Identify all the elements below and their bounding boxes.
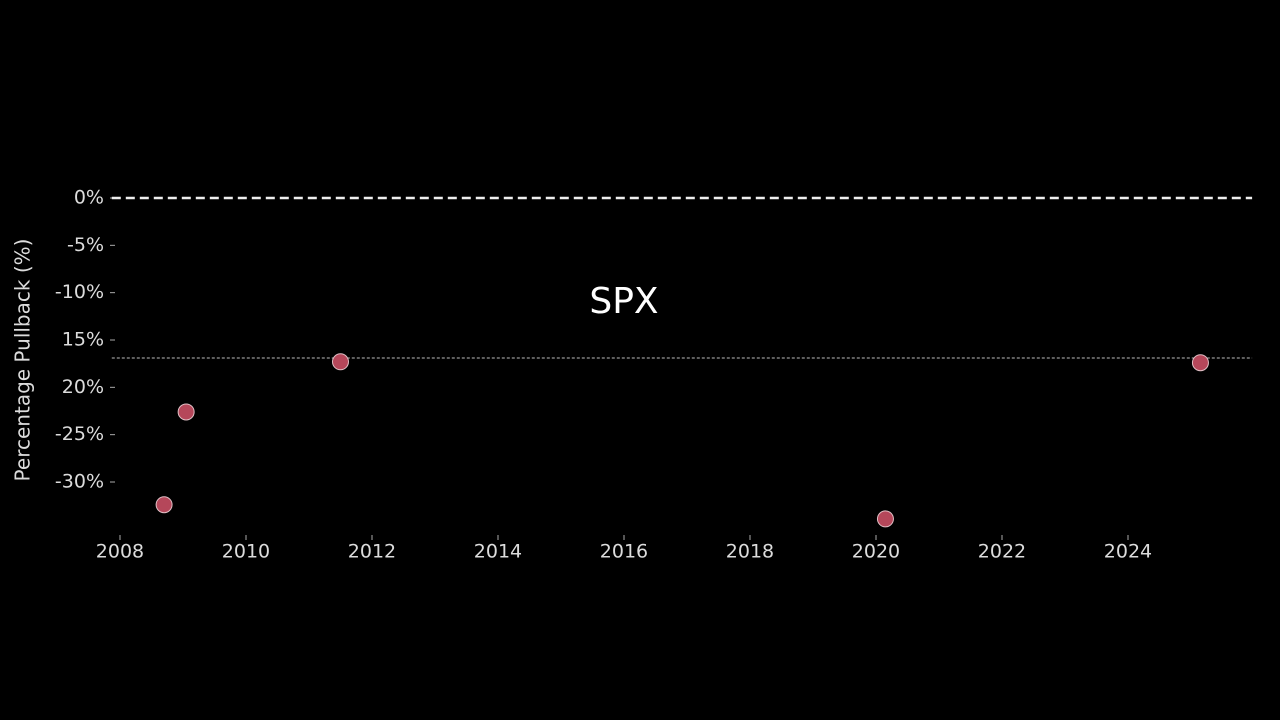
point: [1191, 354, 1209, 372]
x-tick-label: 2024: [1104, 541, 1152, 563]
y-tick-label: 0%: [74, 187, 104, 209]
y-tick-label: -10%: [55, 281, 104, 303]
y-tick-label: 15%: [62, 328, 104, 350]
x-tick-label: 2012: [348, 541, 396, 563]
y-tick-label: 20%: [62, 376, 104, 398]
x-tick-label: 2014: [474, 541, 522, 563]
point: [177, 403, 195, 421]
y-tick-label: -30%: [55, 470, 104, 492]
y-tick-label: -5%: [67, 234, 104, 256]
point: [155, 496, 173, 514]
x-tick-label: 2022: [978, 541, 1026, 563]
x-tick-label: 2016: [600, 541, 648, 563]
x-tick-label: 2020: [852, 541, 900, 563]
x-tick-label: 2018: [726, 541, 774, 563]
x-tick-label: 2010: [222, 541, 270, 563]
y-tick-label: -25%: [55, 423, 104, 445]
point: [876, 510, 894, 528]
x-tick-label: 2008: [96, 541, 144, 563]
point: [331, 353, 349, 371]
chart-title: SPX: [589, 281, 658, 322]
y-axis-label: Percentage Pullback (%): [11, 239, 35, 482]
